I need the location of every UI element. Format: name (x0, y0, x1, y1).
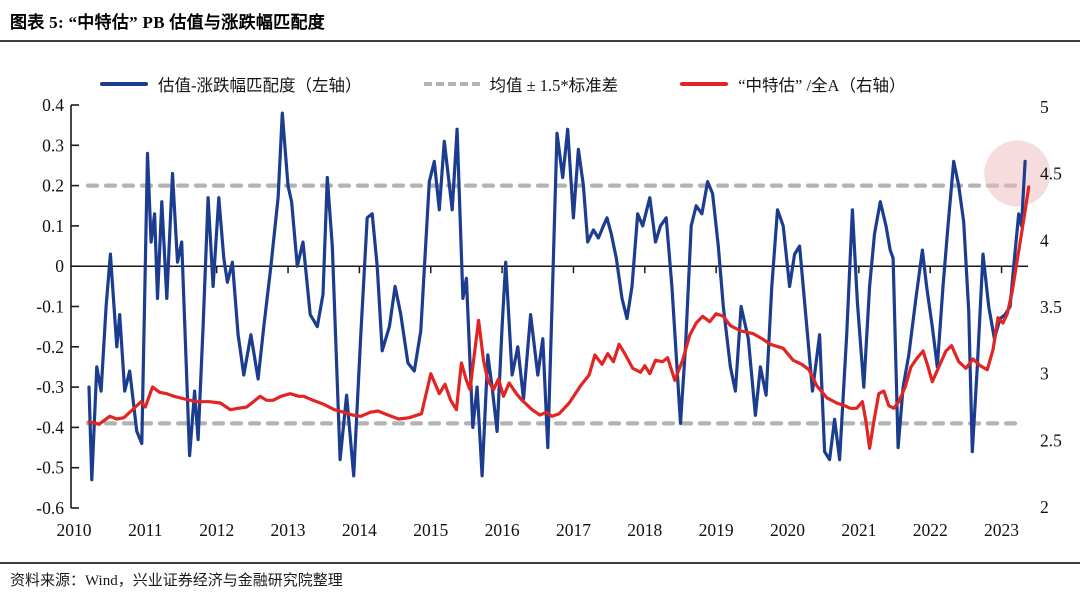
highlight-circle (984, 140, 1051, 207)
chart-area: 0.4 0.3 0.2 0.1 0 -0.1 -0.2 -0.3 -0.4 -0.5 -0.6 201… (36, 95, 1062, 540)
legend-label-ratio: “中特估” /全A（右轴） (738, 76, 906, 95)
footer-divider (0, 562, 1080, 564)
left-axis-tick-label: 0 (55, 256, 64, 276)
x-axis-year-label: 2021 (841, 520, 876, 540)
x-axis-year-label: 2012 (199, 520, 234, 540)
x-axis-year-label: 2017 (556, 520, 591, 540)
blue-line-swatch (100, 81, 148, 87)
left-axis-tick-label: -0.1 (36, 297, 64, 317)
title-divider (0, 40, 1080, 42)
x-axis-year-label: 2019 (699, 520, 734, 540)
left-axis-tick-label: 0.2 (42, 176, 64, 196)
series-line-ratio (87, 185, 1031, 450)
left-axis-tick-label: -0.3 (36, 377, 64, 397)
x-axis-year-label: 2018 (627, 520, 662, 540)
dashed-line-swatch (423, 82, 480, 86)
x-axis-year-label: 2016 (485, 520, 520, 540)
right-axis-tick-label: 3 (1040, 364, 1049, 384)
left-axis-tick-label: 0.3 (42, 135, 64, 155)
left-axis-tick-label: -0.2 (36, 337, 64, 357)
right-axis-tick-label: 4 (1040, 230, 1049, 250)
left-axis-tick-label: -0.4 (36, 417, 64, 437)
x-axis-year-label: 2013 (271, 520, 306, 540)
legend-item-match-degree: 估值-涨跌幅匹配度（左轴） (100, 72, 362, 96)
chart-legend: 估值-涨跌幅匹配度（左轴） 均值 ± 1.5*标准差 “中特估” /全A（右轴） (100, 72, 905, 96)
x-axis-year-label: 2011 (128, 520, 162, 540)
source-note: 资料来源：Wind，兴业证券经济与金融研究院整理 (10, 573, 343, 589)
red-line-swatch (680, 81, 729, 87)
x-axis-year-label: 2015 (413, 520, 448, 540)
left-axis-tick-label: -0.5 (36, 458, 64, 478)
legend-item-std-band: 均值 ± 1.5*标准差 (423, 72, 619, 96)
right-axis-tick-label: 5 (1040, 97, 1049, 117)
left-axis-tick-label: 0.4 (42, 95, 64, 115)
left-axis-tick-label: 0.1 (42, 216, 64, 236)
figure-title: 图表 5: “中特估” PB 估值与涨跌幅匹配度 (10, 13, 326, 32)
x-axis-year-label: 2010 (57, 520, 92, 540)
right-axis-tick-label: 2 (1040, 497, 1049, 517)
right-axis-tick-label: 2.5 (1040, 430, 1062, 450)
x-axis-year-label: 2023 (984, 520, 1019, 540)
x-axis-year-label: 2014 (342, 520, 377, 540)
x-axis-year-label: 2022 (913, 520, 948, 540)
right-axis-tick-label: 3.5 (1040, 297, 1062, 317)
legend-label-match-degree: 估值-涨跌幅匹配度（左轴） (158, 76, 362, 95)
chart-canvas: 0.40.30.20.10-0.1-0.2-0.3-0.4-0.5-0.6201… (36, 95, 1062, 540)
right-axis-tick-label: 4.5 (1040, 164, 1062, 184)
legend-item-ratio: “中特估” /全A（右轴） (680, 72, 905, 96)
legend-label-std-band: 均值 ± 1.5*标准差 (489, 76, 619, 95)
x-axis-year-label: 2020 (770, 520, 805, 540)
left-axis-tick-label: -0.6 (36, 498, 64, 518)
series-line-match-degree (87, 111, 1027, 482)
